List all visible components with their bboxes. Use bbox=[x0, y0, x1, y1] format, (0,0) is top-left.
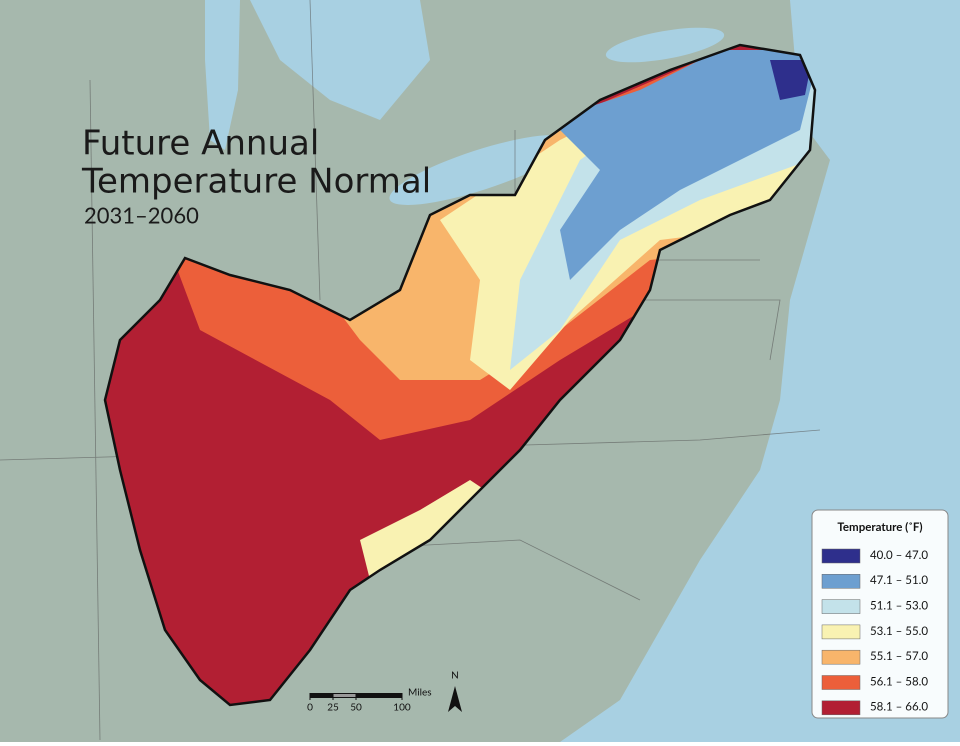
lake-erie bbox=[389, 135, 571, 205]
scale-bar: Miles 0 25 50 100 bbox=[307, 687, 432, 714]
north-arrow bbox=[448, 686, 462, 712]
legend-swatch bbox=[821, 548, 861, 564]
scale-tick-label: 50 bbox=[350, 702, 362, 714]
legend-label: 53.1 – 55.0 bbox=[870, 625, 928, 638]
legend: Temperature (˚F) 40.0 – 47.0 47.1 – 51.0 5… bbox=[811, 509, 949, 719]
title-line: Temperature Normal bbox=[81, 162, 431, 202]
region-outline bbox=[103, 43, 817, 707]
scale-bar-segment bbox=[333, 694, 356, 697]
legend-swatch bbox=[821, 649, 861, 665]
lake-michigan bbox=[205, 0, 240, 150]
subtitle: 2031–2060 bbox=[84, 202, 199, 229]
lake-ontario bbox=[605, 27, 725, 63]
legend-label: 40.0 – 47.0 bbox=[870, 549, 928, 562]
scale-tick-label: 0 bbox=[307, 702, 313, 714]
scale-unit: Miles bbox=[408, 687, 432, 699]
legend-label: 58.1 – 66.0 bbox=[870, 701, 928, 714]
legend-label: 56.1 – 58.0 bbox=[870, 675, 928, 688]
legend-label: 47.1 – 51.0 bbox=[870, 574, 928, 587]
legend-swatch bbox=[821, 574, 861, 589]
title-line: Future Annual bbox=[82, 124, 319, 164]
lake-huron bbox=[250, 0, 430, 120]
scale-tick-label: 25 bbox=[327, 702, 339, 714]
scale-tick-label: 100 bbox=[393, 702, 411, 714]
legend-label: 51.1 – 53.0 bbox=[870, 600, 928, 613]
legend-swatch bbox=[821, 675, 861, 690]
legend-label: 55.1 – 57.0 bbox=[870, 650, 928, 663]
legend-swatch bbox=[821, 599, 861, 614]
legend-title: Temperature (˚F) bbox=[837, 521, 922, 534]
north-label: N bbox=[451, 670, 459, 682]
legend-swatch bbox=[821, 700, 861, 716]
legend-swatch bbox=[821, 624, 861, 640]
